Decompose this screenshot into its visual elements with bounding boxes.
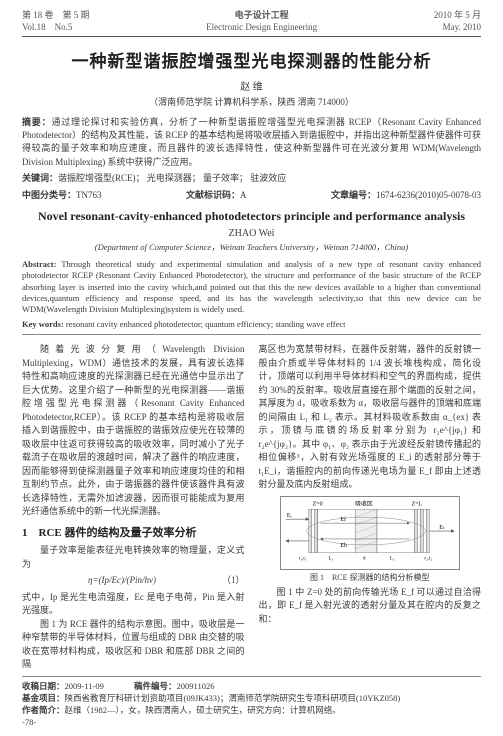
- vol-en: Vol.18 No.5: [22, 22, 90, 34]
- keywords-en-label: Key words:: [22, 319, 64, 329]
- recv-label: 收稿日期：: [22, 681, 65, 691]
- clc: TN763: [76, 190, 102, 200]
- journal-cn: 电子设计工程: [206, 10, 317, 22]
- keywords-cn-text: 谐振腔增强型(RCE)； 光电探测器； 量子效率； 驻波效应: [58, 173, 286, 183]
- abstract-cn: 摘要：通过理论探讨和实验仿真，分析了一种新型谐振腔增强型光电探测器 RCEP（R…: [22, 116, 481, 168]
- fund: 陕西省教育厅科研计划资助项目(09JK433)；渭南师范学院研究生专项科研项目(…: [65, 693, 401, 703]
- keywords-cn-label: 关键词：: [22, 173, 58, 183]
- rev-label: 稿件编号：: [134, 681, 177, 691]
- author-en: ZHAO Wei: [22, 228, 481, 239]
- fig-zL-label: Z=L: [411, 501, 422, 507]
- footer-dates: 收稿日期：2009-11-09 稿件编号：200911026: [22, 681, 481, 693]
- eq-num: （1）: [222, 574, 245, 588]
- right-column: 离区也为宽禁带材料，在器件反射端，器件的反射镜一般由介质或半导体材料的 1/4 …: [259, 343, 482, 672]
- left-p3: 式中，Ip 是光生电流强度，Ec 是电子电荷，Pin 是入射光强度。: [22, 591, 245, 618]
- figure-1-diagram: Z=0 吸收区 Z=L: [280, 496, 460, 570]
- date-en: May. 2010: [434, 22, 481, 34]
- header-rule: [22, 36, 481, 37]
- fig-l2-text: L₂: [390, 557, 395, 562]
- bio-label: 作者简介：: [22, 705, 65, 715]
- abstract-en: Abstract: Through theoretical study and …: [22, 259, 481, 316]
- footer-rule: [22, 676, 481, 677]
- doccode-label: 文献标识码：: [186, 190, 240, 200]
- abstract-cn-text: 通过理论探讨和实验仿真，分析了一种新型谐振腔增强型光电探测器 RCEP（Reso…: [22, 117, 481, 166]
- title-cn: 一种新型谐振腔增强型光电探测器的性能分析: [22, 47, 481, 72]
- vol-cn: 第 18 卷 第 5 期: [22, 10, 90, 22]
- page-number: -78-: [22, 717, 481, 729]
- fig-r1-text: r₁,t₁: [299, 557, 307, 562]
- abstract-en-text: Through theoretical study and experiment…: [22, 259, 481, 315]
- section-1-title: 1 RCE 器件的结构及量子效率分析: [22, 525, 245, 542]
- left-p1: 随着光波分复用（Wavelength Division Multiplexing…: [22, 343, 245, 519]
- rev: 200911026: [177, 681, 215, 691]
- body-columns: 随着光波分复用（Wavelength Division Multiplexing…: [22, 343, 481, 672]
- page-header: 第 18 卷 第 5 期 Vol.18 No.5 电子设计工程 Electron…: [22, 10, 481, 33]
- meta-line: 中图分类号：TN763 文献标识码：A 文章编号：1674-6236(2010)…: [22, 188, 481, 201]
- right-p2: 图 1 中 Z=0 处的前向传输光场 E_f 可以通过自洽得出，即 E_f 是入…: [259, 586, 482, 627]
- keywords-cn: 关键词：谐振腔增强型(RCE)； 光电探测器； 量子效率； 驻波效应: [22, 172, 481, 185]
- footer: 收稿日期：2009-11-09 稿件编号：200911026 基金项目：陕西省教…: [22, 681, 481, 729]
- date-cn: 2010 年 5 月: [434, 10, 481, 22]
- doccode: A: [240, 190, 247, 200]
- artno: 1674-6236(2010)05-0078-03: [376, 190, 481, 200]
- fig-ef-text: Ef: [340, 516, 346, 523]
- header-right: 2010 年 5 月 May. 2010: [434, 10, 481, 33]
- fig-l1-text: L₁: [328, 557, 333, 562]
- body-rule: [22, 334, 481, 335]
- fig-absorb-hatch: [355, 509, 377, 553]
- fig-region-l1: [317, 509, 355, 553]
- fig-region-l2: [377, 509, 415, 553]
- fund-label: 基金项目：: [22, 693, 65, 703]
- right-p1: 离区也为宽禁带材料，在器件反射端，器件的反射镜一般由介质或半导体材料的 1/4 …: [259, 343, 482, 492]
- header-left: 第 18 卷 第 5 期 Vol.18 No.5: [22, 10, 90, 33]
- fig-absorb-label: 吸收区: [355, 499, 373, 507]
- fig-d-text: d: [363, 557, 366, 562]
- equation-1: η=(Ip/Ec)/(Pin/hv) （1）: [22, 574, 245, 588]
- fig-eb-text: Eb: [340, 543, 347, 549]
- keywords-en-text: resonant cavity enhanced photodetector; …: [66, 319, 346, 329]
- abstract-en-label: Abstract:: [22, 259, 56, 269]
- fig-r2-text: r₂,t₂: [424, 557, 432, 562]
- abstract-cn-label: 摘要：: [22, 117, 51, 127]
- header-center: 电子设计工程 Electronic Design Engineering: [206, 10, 317, 33]
- left-p4: 图 1 为 RCE 器件的结构示意图。图中，吸收层是一种窄禁带的半导体材料，位置…: [22, 618, 245, 672]
- left-column: 随着光波分复用（Wavelength Division Multiplexing…: [22, 343, 245, 672]
- footer-bio: 作者简介：赵维（1982—），女，陕西渭南人，硕士研究生，研究方向：计算机网络。: [22, 705, 481, 717]
- page: 第 18 卷 第 5 期 Vol.18 No.5 电子设计工程 Electron…: [0, 0, 503, 736]
- journal-en: Electronic Design Engineering: [206, 22, 317, 34]
- affil-en: (Department of Computer Science，Weinan T…: [22, 241, 481, 253]
- figure-1-caption: 图 1 RCE 探测器的结构分析模型: [280, 572, 460, 584]
- bio: 赵维（1982—），女，陕西渭南人，硕士研究生，研究方向：计算机网络。: [65, 705, 341, 715]
- title-en: Novel resonant-cavity-enhanced photodete…: [22, 209, 481, 224]
- fig-dbr-left: [308, 509, 317, 553]
- footer-fund: 基金项目：陕西省教育厅科研计划资助项目(09JK433)；渭南师范学院研究生专项…: [22, 693, 481, 705]
- fig-dbr-right: [414, 509, 429, 553]
- artno-label: 文章编号：: [331, 190, 376, 200]
- figure-1: Z=0 吸收区 Z=L: [280, 496, 460, 584]
- affil-cn: （渭南师范学院 计算机科学系，陕西 渭南 714000）: [22, 95, 481, 108]
- fig-ei-text: Eᵢ: [287, 513, 292, 519]
- keywords-en: Key words: resonant cavity enhanced phot…: [22, 319, 481, 330]
- fig-et-text: Eₜ: [439, 525, 445, 531]
- eq-body: η=(Ip/Ec)/(Pin/hv): [88, 575, 156, 585]
- clc-label: 中图分类号：: [22, 190, 76, 200]
- recv: 2009-11-09: [65, 681, 104, 691]
- fig-z0-label: Z=0: [312, 501, 322, 507]
- author-cn: 赵 维: [22, 78, 481, 93]
- left-p2: 量子效率是能表征光电转换效率的物理量，定义式为: [22, 544, 245, 571]
